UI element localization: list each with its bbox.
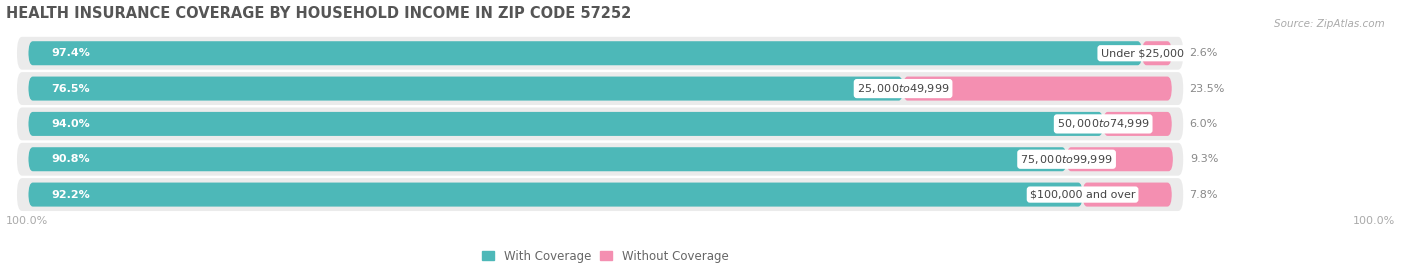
- Text: 92.2%: 92.2%: [51, 190, 90, 200]
- FancyBboxPatch shape: [28, 183, 1083, 207]
- Text: $25,000 to $49,999: $25,000 to $49,999: [856, 82, 949, 95]
- Text: HEALTH INSURANCE COVERAGE BY HOUSEHOLD INCOME IN ZIP CODE 57252: HEALTH INSURANCE COVERAGE BY HOUSEHOLD I…: [6, 6, 631, 21]
- FancyBboxPatch shape: [903, 77, 1171, 101]
- FancyBboxPatch shape: [1104, 112, 1171, 136]
- Text: 2.6%: 2.6%: [1189, 48, 1218, 58]
- FancyBboxPatch shape: [17, 37, 1184, 70]
- FancyBboxPatch shape: [17, 72, 1184, 105]
- Text: $50,000 to $74,999: $50,000 to $74,999: [1057, 117, 1150, 130]
- Text: 23.5%: 23.5%: [1189, 84, 1225, 94]
- Text: Under $25,000: Under $25,000: [1101, 48, 1184, 58]
- Text: $75,000 to $99,999: $75,000 to $99,999: [1021, 153, 1112, 166]
- FancyBboxPatch shape: [28, 112, 1104, 136]
- Text: 90.8%: 90.8%: [51, 154, 90, 164]
- Text: Source: ZipAtlas.com: Source: ZipAtlas.com: [1274, 19, 1385, 29]
- FancyBboxPatch shape: [17, 143, 1184, 176]
- Text: 9.3%: 9.3%: [1189, 154, 1219, 164]
- FancyBboxPatch shape: [28, 77, 903, 101]
- FancyBboxPatch shape: [1067, 147, 1173, 171]
- Text: 97.4%: 97.4%: [51, 48, 90, 58]
- Text: 100.0%: 100.0%: [6, 217, 48, 227]
- Text: 6.0%: 6.0%: [1189, 119, 1218, 129]
- Text: 7.8%: 7.8%: [1189, 190, 1218, 200]
- FancyBboxPatch shape: [17, 107, 1184, 140]
- Text: 76.5%: 76.5%: [51, 84, 90, 94]
- FancyBboxPatch shape: [28, 41, 1142, 65]
- FancyBboxPatch shape: [28, 147, 1067, 171]
- FancyBboxPatch shape: [17, 178, 1184, 211]
- FancyBboxPatch shape: [1083, 183, 1171, 207]
- Legend: With Coverage, Without Coverage: With Coverage, Without Coverage: [482, 250, 728, 263]
- Text: 94.0%: 94.0%: [51, 119, 90, 129]
- Text: $100,000 and over: $100,000 and over: [1029, 190, 1135, 200]
- Text: 100.0%: 100.0%: [1353, 217, 1395, 227]
- FancyBboxPatch shape: [1142, 41, 1171, 65]
